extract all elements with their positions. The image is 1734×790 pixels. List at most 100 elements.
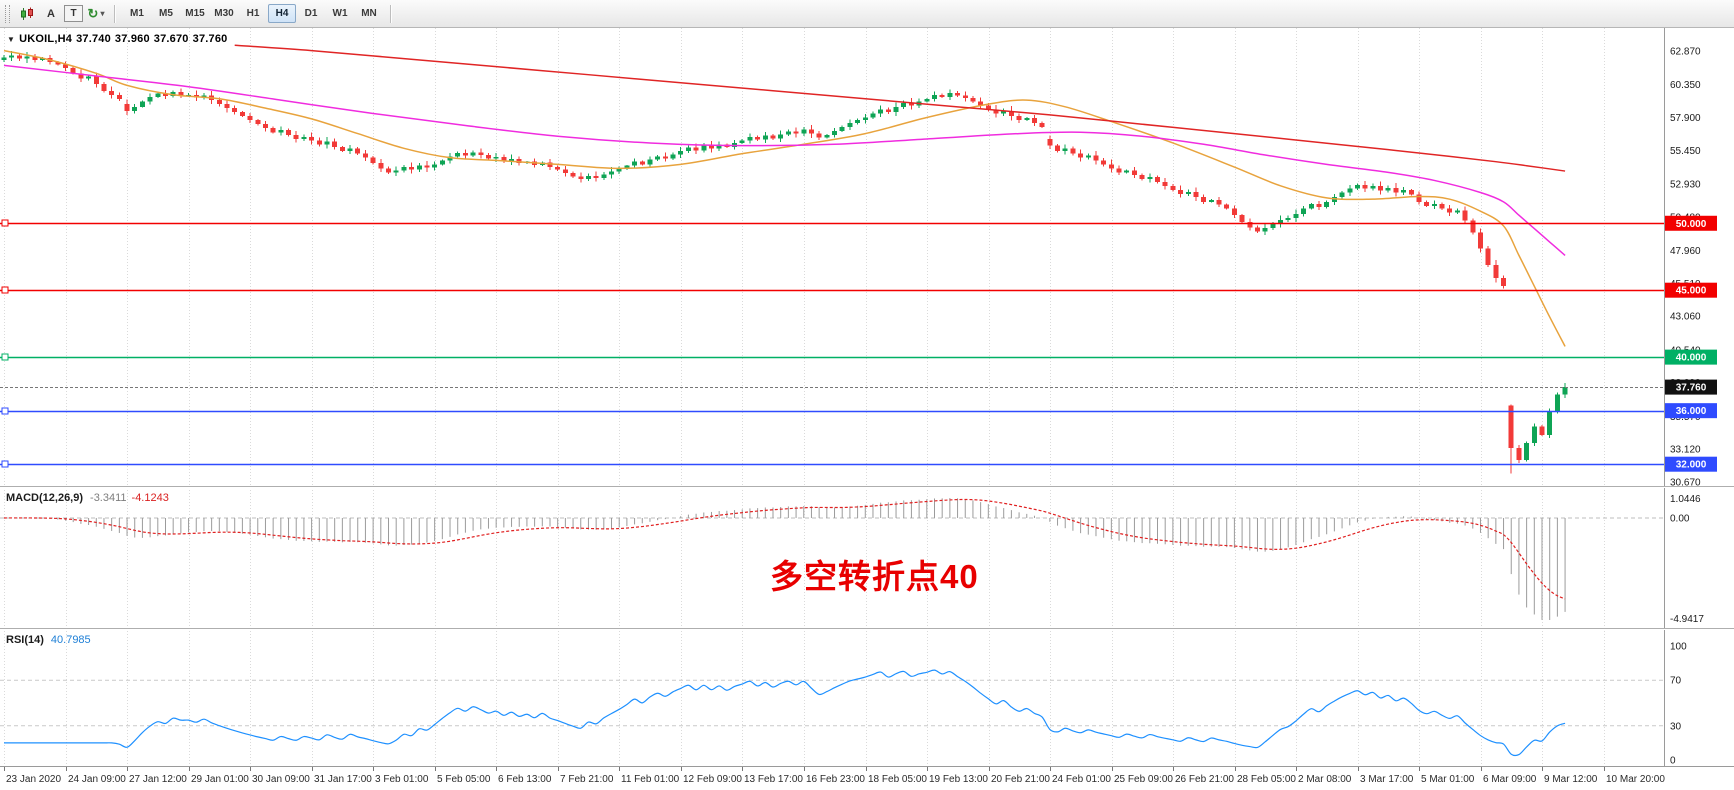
candle <box>716 141 722 151</box>
caret-down-icon: ▾ <box>100 9 105 18</box>
hline-badge-40.000: 40.000 <box>1665 349 1717 365</box>
candle <box>1393 183 1399 197</box>
cycle-tool-button[interactable]: ↻ ▾ <box>85 4 107 24</box>
candle <box>801 127 807 136</box>
svg-text:52.930: 52.930 <box>1670 180 1701 191</box>
candle <box>755 135 761 141</box>
hline-handle[interactable] <box>1 353 9 361</box>
candle <box>1454 208 1460 215</box>
candle <box>708 141 714 153</box>
candle <box>1324 200 1330 209</box>
timeframe-mn-button[interactable]: MN <box>355 4 383 23</box>
svg-text:0: 0 <box>1670 756 1676 767</box>
chart-dropdown-icon[interactable]: ▼ <box>7 35 16 44</box>
candle <box>878 105 884 118</box>
candle <box>1493 260 1499 283</box>
text-tool-button[interactable]: A <box>40 4 62 24</box>
hline-40.000[interactable] <box>0 353 1664 361</box>
candle <box>1170 183 1176 192</box>
toolbar-grip[interactable] <box>5 4 10 23</box>
candle <box>1424 200 1430 207</box>
svg-text:25 Feb 09:00: 25 Feb 09:00 <box>1114 774 1173 785</box>
timeframe-m15-button[interactable]: M15 <box>181 4 209 23</box>
ohlc-open: 37.740 <box>76 33 111 45</box>
price-axis[interactable]: 62.87060.35057.90055.45052.93050.48047.9… <box>1670 47 1701 489</box>
candle <box>1131 167 1137 178</box>
candle <box>808 124 814 138</box>
svg-text:6 Mar 09:00: 6 Mar 09:00 <box>1483 774 1537 785</box>
timeframe-d1-button[interactable]: D1 <box>297 4 325 23</box>
candle <box>232 105 238 115</box>
candle <box>816 130 822 141</box>
timeframe-m30-button[interactable]: M30 <box>210 4 238 23</box>
hline-36.000[interactable] <box>0 407 1664 415</box>
candlestick-chart-icon <box>21 7 33 20</box>
candle <box>362 150 368 161</box>
hline-handle[interactable] <box>1 219 9 227</box>
timeframe-m5-button[interactable]: M5 <box>152 4 180 23</box>
timeframe-m1-button[interactable]: M1 <box>123 4 151 23</box>
hline-50.000[interactable] <box>0 219 1664 227</box>
candle <box>1293 209 1299 223</box>
toolbar-separator <box>390 4 392 23</box>
candle <box>409 162 415 174</box>
candle <box>139 100 145 108</box>
hline-handle[interactable] <box>1 460 9 468</box>
svg-text:50.000: 50.000 <box>1676 219 1707 230</box>
candle <box>262 120 268 132</box>
candle <box>939 93 945 98</box>
candle <box>832 127 838 138</box>
svg-text:26 Feb 21:00: 26 Feb 21:00 <box>1175 774 1234 785</box>
candle <box>1016 113 1022 123</box>
macd-histogram <box>11 498 1566 620</box>
candle <box>870 111 876 120</box>
macd-title-text: MACD(12,26,9) <box>6 492 84 504</box>
svg-text:16 Feb 23:00: 16 Feb 23:00 <box>806 774 865 785</box>
svg-text:37.760: 37.760 <box>1676 383 1707 394</box>
macd-main-value: -3.3411 <box>90 492 127 504</box>
candle <box>1024 117 1030 122</box>
svg-text:36.000: 36.000 <box>1676 406 1707 417</box>
timeframe-h1-button[interactable]: H1 <box>239 4 267 23</box>
timeframe-h4-button[interactable]: H4 <box>268 4 296 23</box>
candle <box>993 105 999 118</box>
candle <box>1485 246 1491 267</box>
svg-text:7 Feb 21:00: 7 Feb 21:00 <box>560 774 614 785</box>
candle <box>63 61 69 72</box>
charts-tool-button[interactable] <box>16 4 38 24</box>
toolbar-separator <box>114 4 116 23</box>
time-axis[interactable]: 23 Jan 2020 24 Jan 09:00 27 Jan 12:00 29 Ja… <box>4 767 1666 785</box>
svg-text:29 Jan 01:00: 29 Jan 01:00 <box>191 774 249 785</box>
candle <box>1062 144 1068 155</box>
candle <box>862 113 868 124</box>
candle <box>1516 445 1522 463</box>
panel-separator[interactable] <box>0 628 1734 630</box>
candle <box>178 88 184 99</box>
candle <box>1316 200 1322 210</box>
svg-text:-4.9417: -4.9417 <box>1670 614 1704 625</box>
panel-separator[interactable] <box>0 486 1734 488</box>
candle <box>309 132 315 145</box>
rsi-line <box>4 669 1566 757</box>
hline-handle[interactable] <box>1 286 9 294</box>
candle <box>324 136 330 149</box>
svg-text:3 Mar 17:00: 3 Mar 17:00 <box>1360 774 1414 785</box>
candle <box>239 111 245 118</box>
candle <box>855 118 861 125</box>
timeframe-w1-button[interactable]: W1 <box>326 4 354 23</box>
candle <box>124 99 130 116</box>
annotation-text[interactable]: 多空转折点40 <box>770 558 979 595</box>
candle <box>1185 189 1191 196</box>
hline-45.000[interactable] <box>0 286 1664 294</box>
hline-32.000[interactable] <box>0 460 1664 468</box>
candle <box>739 139 745 145</box>
svg-text:55.450: 55.450 <box>1670 146 1701 157</box>
hline-badge-32.000: 32.000 <box>1665 456 1717 472</box>
textbox-tool-button[interactable]: T <box>64 5 83 22</box>
candle <box>839 125 845 133</box>
candle <box>247 113 253 124</box>
hline-handle[interactable] <box>1 407 9 415</box>
ma-fast-orange-line <box>3 49 1566 347</box>
